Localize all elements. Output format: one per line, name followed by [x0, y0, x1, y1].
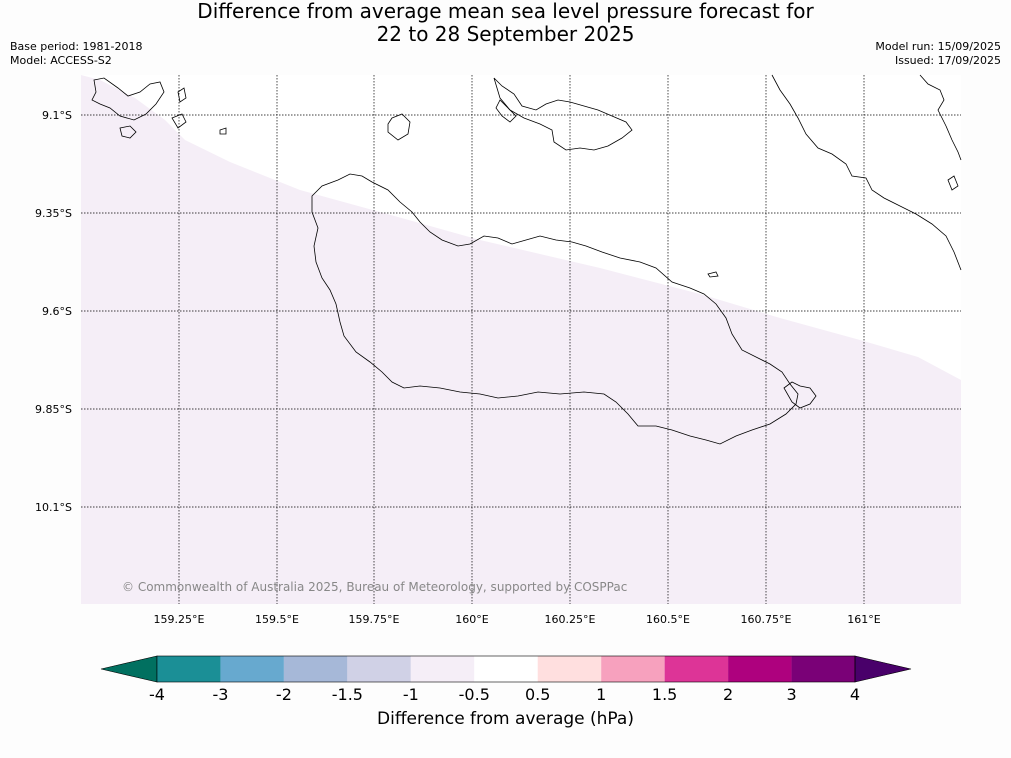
colorbar-segment — [157, 656, 221, 682]
colorbar — [100, 655, 912, 683]
coastline-savo-island — [387, 113, 411, 141]
coastline-russell-islet-2 — [171, 113, 187, 129]
lat-label-4: 9.85°S — [35, 403, 72, 416]
colorbar-tick-label: -3 — [212, 685, 229, 704]
colorbar-tick-label: 1.5 — [651, 685, 678, 704]
colorbar-segment — [410, 656, 475, 682]
copyright-notice: © Commonwealth of Australia 2025, Bureau… — [122, 580, 628, 594]
lon-label-8: 161°E — [847, 613, 881, 626]
coastline-nggela-west — [495, 99, 517, 123]
lat-label-3: 9.6°S — [42, 305, 72, 318]
colorbar-tick-label: -0.5 — [458, 685, 490, 704]
coastline-malaita — [771, 74, 962, 271]
coastline-small-islet — [707, 271, 719, 278]
colorbar-tick-label: 3 — [786, 685, 797, 704]
base-period: Base period: 1981-2018 — [10, 40, 143, 53]
colorbar-segment — [791, 656, 855, 682]
coastline-russell-islet-1 — [119, 125, 137, 139]
model-name: Model: ACCESS-S2 — [10, 54, 112, 67]
coastline-russell-islet-4 — [219, 127, 227, 135]
colorbar-segment — [537, 656, 602, 682]
colorbar-tick-label: 4 — [849, 685, 861, 704]
lon-label-7: 160.75°E — [740, 613, 792, 626]
gridlines — [81, 75, 961, 604]
colorbar-tick-label: 0.5 — [524, 685, 551, 704]
colorbar-segment — [664, 656, 729, 682]
coastlines — [91, 74, 962, 445]
lon-label-3: 159.75°E — [348, 613, 400, 626]
title-line-1: Difference from average mean sea level p… — [197, 0, 814, 23]
colorbar-tick-label: -2 — [275, 685, 292, 704]
colorbar-segment — [728, 656, 792, 682]
colorbar-under-arrow — [100, 655, 158, 683]
colorbar-over-arrow — [854, 655, 912, 683]
lon-label-6: 160.5°E — [646, 613, 690, 626]
lat-label-5: 10.1°S — [35, 501, 72, 514]
issued-date: Issued: 17/09/2025 — [894, 54, 1001, 67]
colorbar-segment — [474, 656, 538, 682]
coastline-malaita-north — [919, 74, 962, 161]
meta-right: Model run: 15/09/2025 Issued: 17/09/2025 — [875, 40, 1001, 68]
chart-title: Difference from average mean sea level p… — [0, 0, 1011, 46]
colorbar-tick-label: 1 — [596, 685, 607, 704]
coastline-nggela-islands — [493, 77, 633, 151]
lon-label-1: 159.25°E — [153, 613, 205, 626]
colorbar-label: Difference from average (hPa) — [377, 709, 634, 729]
coastline-guadalcanal-east-tip — [783, 381, 817, 409]
lon-label-2: 159.5°E — [255, 613, 299, 626]
colorbar-segment — [601, 656, 665, 682]
lat-label-1: 9.1°S — [42, 109, 72, 122]
colorbar-tick-label: -4 — [149, 685, 165, 704]
coastline-russell-islet-3 — [177, 87, 187, 103]
lon-label-5: 160.25°E — [544, 613, 596, 626]
colorbar-segment — [283, 656, 348, 682]
coastline-russell-islands — [91, 77, 165, 121]
model-run: Model run: 15/09/2025 — [875, 40, 1001, 53]
title-line-2: 22 to 28 September 2025 — [376, 22, 635, 46]
coastline-malaita-islet — [947, 175, 959, 191]
colorbar-segment — [347, 656, 411, 682]
colorbar-tick-label: 2 — [722, 685, 734, 704]
lat-label-2: 9.35°S — [35, 207, 72, 220]
colorbar-tick-label: -1.5 — [331, 685, 363, 704]
meta-left: Base period: 1981-2018 Model: ACCESS-S2 — [10, 40, 142, 68]
colorbar-segment — [220, 656, 284, 682]
colorbar-tick-label: -1 — [402, 685, 419, 704]
lon-label-4: 160°E — [455, 613, 489, 626]
coastline-guadalcanal — [311, 173, 799, 445]
colorbar-border — [156, 655, 856, 683]
pressure-anomaly-shading — [81, 75, 961, 604]
